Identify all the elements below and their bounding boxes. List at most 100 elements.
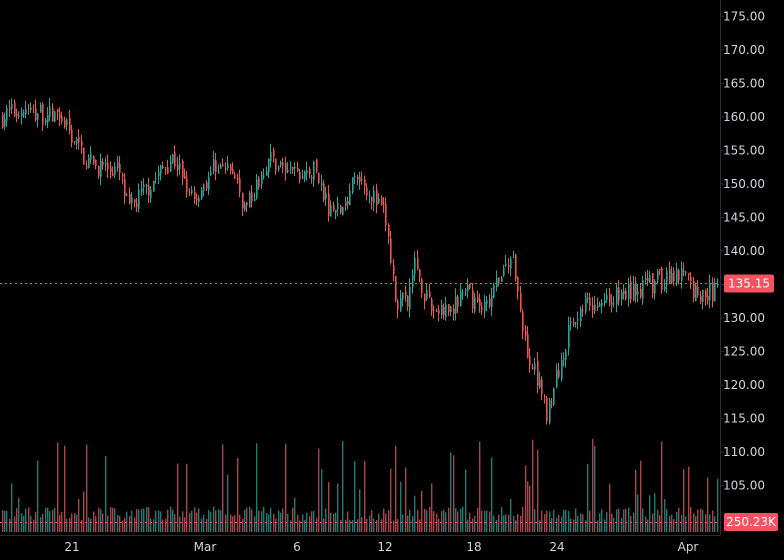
volume-bar — [534, 509, 536, 532]
candle-body — [215, 160, 217, 173]
candle-body — [86, 166, 88, 168]
volume-bar — [2, 510, 4, 532]
volume-bar — [172, 509, 174, 532]
volume-bar — [254, 516, 256, 532]
candle-body — [465, 289, 467, 291]
volume-bar — [573, 519, 575, 532]
volume-bar — [676, 511, 678, 532]
volume-bar — [25, 508, 27, 532]
candle-body — [227, 164, 229, 169]
candle-body — [486, 300, 488, 304]
candle-body — [42, 104, 44, 125]
volume-bar — [429, 506, 431, 532]
volume-bar — [515, 520, 517, 532]
price-tick-label: 125.00 — [723, 345, 765, 359]
volume-bar — [182, 511, 184, 532]
volume-bar — [690, 507, 692, 532]
volume-bar — [213, 506, 215, 532]
candle-body — [64, 120, 66, 127]
candle-body — [11, 104, 13, 109]
candle-body — [702, 289, 704, 303]
volume-bar — [553, 509, 555, 532]
volume-bar — [400, 481, 402, 532]
candle-body — [441, 304, 443, 316]
volume-bar — [513, 515, 515, 532]
volume-bar — [697, 509, 699, 532]
candle-body — [37, 114, 39, 120]
candle-body — [148, 185, 150, 196]
candle-body — [405, 291, 407, 296]
price-tick-label: 120.00 — [723, 378, 765, 392]
candle-body — [705, 290, 707, 298]
volume-bar — [112, 507, 114, 532]
volume-bar — [59, 514, 61, 532]
candle-body — [493, 284, 495, 298]
candle-body — [28, 108, 30, 110]
time-tick-label: 12 — [377, 540, 392, 554]
candle-body — [30, 107, 32, 110]
volume-bar — [558, 514, 560, 532]
volume-bar — [33, 519, 35, 532]
candle-body — [635, 283, 637, 296]
volume-bar — [194, 507, 196, 532]
volume-bar — [688, 466, 690, 532]
volume-bar — [669, 515, 671, 532]
candle-body — [33, 105, 35, 107]
candle-body — [561, 359, 563, 380]
candle-body — [198, 198, 200, 202]
volume-bar — [647, 519, 649, 532]
volume-bar — [302, 514, 304, 532]
volume-bar — [234, 515, 236, 532]
candle-body — [565, 350, 567, 360]
candle-body — [119, 163, 121, 174]
candle-body — [134, 199, 136, 202]
candle-body — [625, 290, 627, 300]
candle-body — [266, 170, 268, 176]
candle-body — [45, 119, 47, 123]
volume-bar — [61, 511, 63, 532]
volume-bar — [630, 516, 632, 532]
volume-bar — [431, 483, 433, 532]
volume-bar — [282, 508, 284, 532]
volume-bar — [47, 507, 49, 532]
candle-body — [52, 108, 54, 122]
volume-bar — [90, 518, 92, 532]
candle-body — [390, 238, 392, 263]
volume-bar — [105, 456, 107, 532]
volume-bar — [417, 510, 419, 532]
candle-body — [388, 224, 390, 237]
volume-bar — [88, 517, 90, 532]
volume-bar — [107, 515, 109, 532]
candle-body — [664, 286, 666, 290]
candle-body — [481, 307, 483, 311]
last-volume-tag-background — [724, 513, 778, 531]
volume-bar — [597, 520, 599, 532]
volume-bar — [364, 460, 366, 532]
candle-body — [630, 281, 632, 300]
volume-bar — [551, 518, 553, 532]
candle-body — [623, 290, 625, 295]
price-axis[interactable]: 105.00110.00115.00120.00125.00130.00135.… — [720, 9, 765, 493]
volume-bar — [57, 442, 59, 532]
volume-bar — [383, 508, 385, 532]
volume-bar — [443, 509, 445, 532]
volume-bar — [654, 493, 656, 532]
volume-bar — [450, 452, 452, 532]
time-axis[interactable]: 21 Mar 6 12 18 24 Apr — [64, 540, 698, 554]
candle-body — [712, 282, 714, 302]
volume-bar — [589, 510, 591, 532]
volume-bar — [546, 511, 548, 532]
volume-bar — [198, 508, 200, 532]
candle-body — [335, 210, 337, 213]
candle-body — [376, 189, 378, 206]
volume-bar — [532, 439, 534, 532]
candle-body — [534, 363, 536, 370]
volume-bar — [616, 509, 618, 532]
candle-body — [297, 167, 299, 172]
candle-body — [510, 258, 512, 269]
candle-body — [515, 254, 517, 279]
candle-body — [23, 112, 25, 115]
candle-body — [93, 155, 95, 163]
volume-bar — [657, 510, 659, 532]
